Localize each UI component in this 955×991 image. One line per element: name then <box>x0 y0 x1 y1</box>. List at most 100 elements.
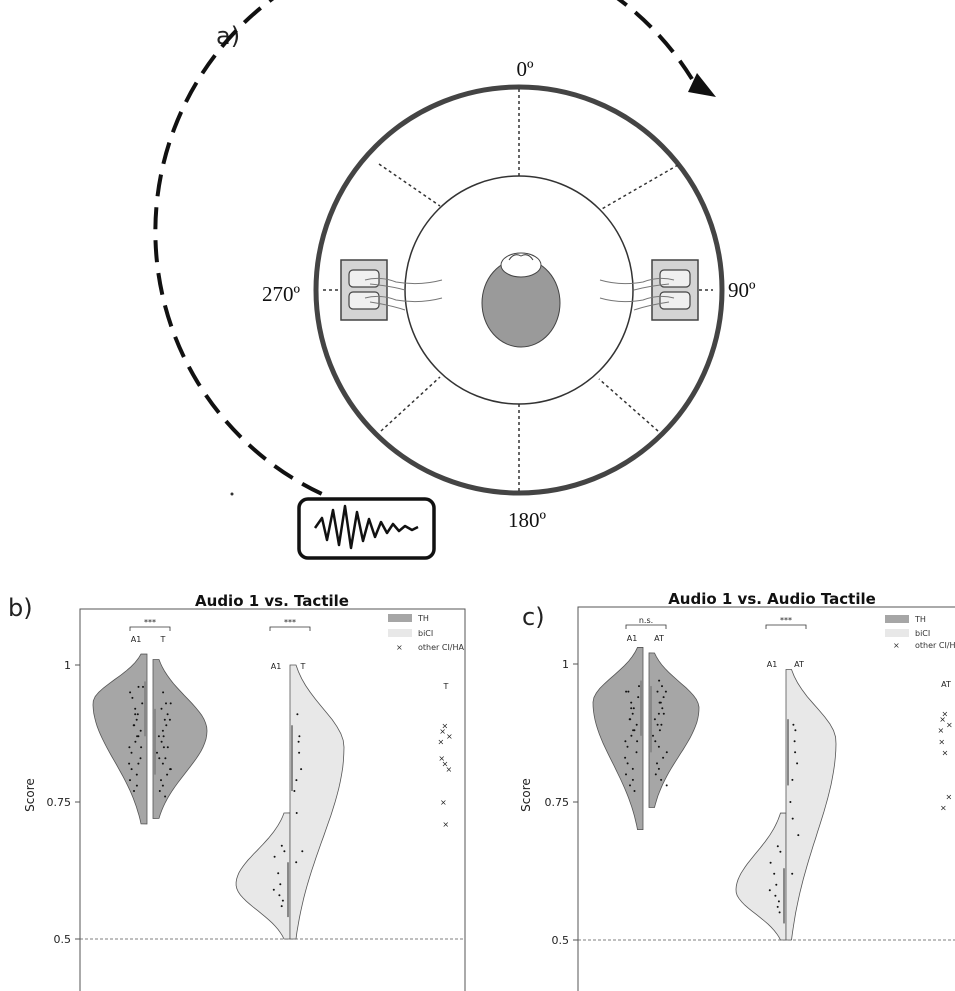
data-point <box>789 801 792 803</box>
angle-label-270: 270º <box>262 282 301 306</box>
data-point <box>624 756 627 759</box>
data-point <box>163 718 166 721</box>
data-point <box>135 773 138 776</box>
chart-audio1-vs-tactile: Audio 1 vs. Tactile Score 0.5 0.75 1 A1 T **… <box>23 592 466 991</box>
data-point <box>140 746 143 749</box>
chart-title: Audio 1 vs. Tactile <box>195 592 349 610</box>
rotation-arrow-arc <box>153 0 694 496</box>
data-point <box>142 685 144 688</box>
significance-bracket <box>129 626 171 631</box>
data-point <box>791 817 794 820</box>
data-point <box>134 740 137 743</box>
data-point <box>774 894 777 897</box>
data-point <box>298 751 301 754</box>
data-point <box>636 740 639 743</box>
data-point <box>141 702 144 705</box>
significance-label: n.s. <box>639 616 653 625</box>
data-point <box>165 724 168 727</box>
data-point <box>279 883 282 886</box>
condition-label-left: A1 <box>271 662 282 671</box>
data-point <box>657 767 660 770</box>
data-point <box>296 713 299 716</box>
y-axis-label: Score <box>519 778 533 812</box>
significance-label: *** <box>144 618 156 627</box>
box-right-biCI <box>787 719 789 786</box>
angle-label-0: 0º <box>516 57 534 81</box>
other-point: × <box>438 754 445 763</box>
data-point <box>791 778 794 781</box>
legend: TH biCI × other CI/HA <box>885 615 955 650</box>
box-right-TH <box>154 708 156 775</box>
data-point <box>162 746 165 749</box>
data-point <box>775 883 778 886</box>
box-right-biCI <box>291 725 293 792</box>
data-point <box>631 712 634 715</box>
y-tick-label: 1 <box>64 659 71 672</box>
data-point <box>160 707 163 710</box>
condition-label-right: AT <box>654 634 664 643</box>
box-left-biCI <box>287 862 289 918</box>
data-point <box>779 850 782 853</box>
data-point <box>794 729 797 732</box>
data-point <box>161 729 164 732</box>
data-point <box>295 861 298 864</box>
condition-label-left: A1 <box>131 635 142 644</box>
data-point <box>300 768 303 771</box>
data-point <box>136 713 139 716</box>
data-point <box>768 889 771 892</box>
data-point <box>295 779 298 782</box>
data-point <box>773 872 776 875</box>
data-point <box>638 685 640 688</box>
other-point: × <box>937 726 944 735</box>
data-point <box>665 751 668 754</box>
setup-diagram: 0º 90º 180º 270º <box>153 0 756 560</box>
data-point <box>298 735 301 738</box>
data-point <box>280 844 283 847</box>
noise-source-icon <box>297 497 436 560</box>
other-point: × <box>442 721 449 730</box>
legend-label-other: other CI/HA <box>418 643 465 652</box>
y-tick-label: 0.5 <box>552 934 570 947</box>
violin-left-TH <box>92 653 148 825</box>
data-point <box>295 812 298 814</box>
data-point <box>631 767 634 770</box>
data-point <box>637 696 640 699</box>
data-point <box>661 685 663 688</box>
box-right-TH <box>650 686 652 753</box>
legend-swatch-th <box>885 615 909 623</box>
data-point <box>166 773 169 776</box>
data-point <box>132 724 135 727</box>
significance-label: *** <box>284 618 296 627</box>
data-point <box>653 718 656 721</box>
chart-audio1-vs-audiotactile: Audio 1 vs. Audio Tactile Score 0.5 0.75 1… <box>519 590 955 991</box>
other-point: × <box>938 737 945 746</box>
data-point <box>297 740 300 743</box>
data-point <box>632 729 635 732</box>
data-point <box>796 762 799 765</box>
data-point <box>128 762 131 765</box>
data-point <box>662 696 665 699</box>
significance-bracket <box>765 624 807 629</box>
data-point <box>793 740 796 743</box>
data-point <box>130 768 133 771</box>
data-point <box>281 899 284 902</box>
data-point <box>625 690 628 693</box>
data-point <box>129 779 131 782</box>
data-point <box>161 784 164 787</box>
condition-label-right: AT <box>794 660 804 669</box>
data-point <box>794 751 797 754</box>
data-point <box>776 905 779 908</box>
data-point <box>135 784 138 787</box>
y-tick-label: 1 <box>562 658 569 671</box>
panel-label-b: b) <box>8 594 33 622</box>
data-point <box>272 888 275 891</box>
significance-bracket <box>625 624 667 629</box>
data-point <box>277 872 280 875</box>
data-point <box>625 773 627 776</box>
other-point: × <box>446 765 453 774</box>
data-point <box>135 718 138 721</box>
violin-left-biCI <box>235 812 291 940</box>
box-left-TH <box>144 681 146 737</box>
other-point: × <box>446 732 453 741</box>
data-point <box>662 756 665 759</box>
